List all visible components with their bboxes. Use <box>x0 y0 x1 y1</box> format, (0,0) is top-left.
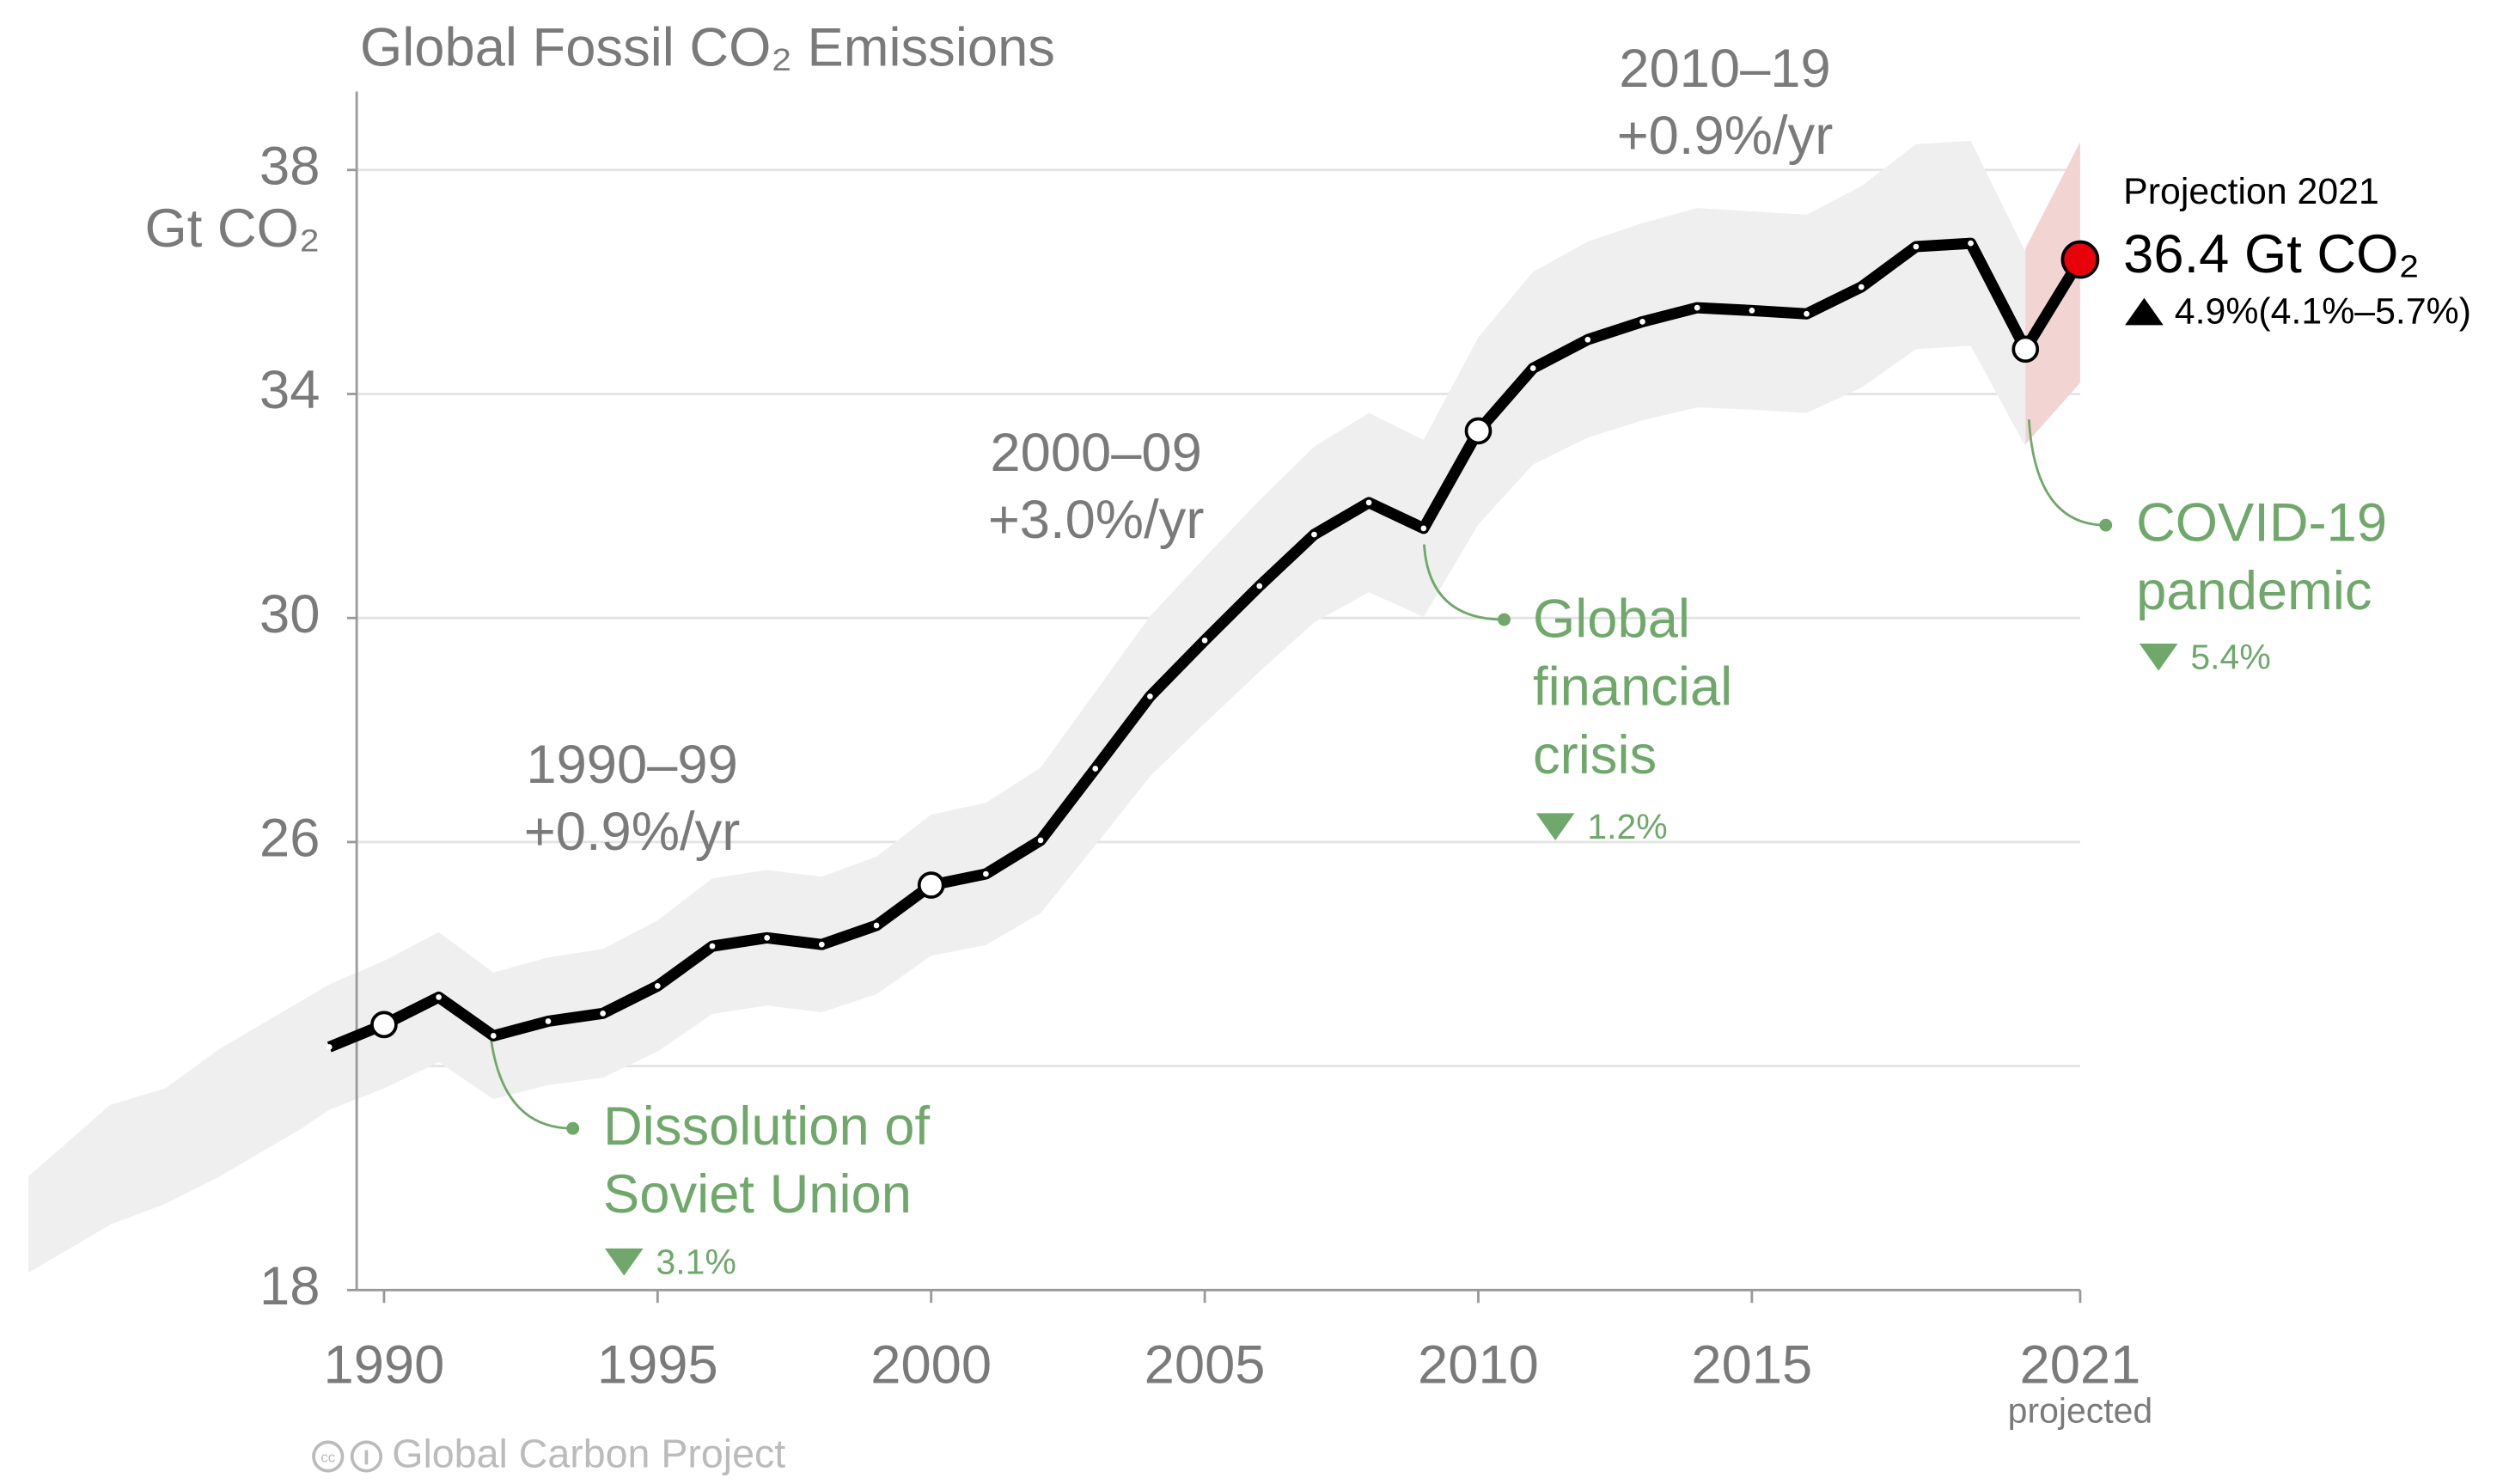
data-point <box>1420 525 1427 532</box>
data-point <box>1804 310 1810 317</box>
x-tick-label: 2005 <box>1145 1334 1266 1395</box>
projection-band <box>2025 142 2080 445</box>
x-tick-label: 2000 <box>870 1334 992 1395</box>
data-point <box>2060 240 2100 279</box>
data-point <box>654 983 661 989</box>
data-point <box>436 994 442 1000</box>
period-label: 2010–19 <box>1619 39 1830 99</box>
event-leader <box>2027 419 2106 527</box>
projection-change: 4.9%(4.1%–5.7%) <box>2175 291 2471 333</box>
projection-heading: Projection 2021 <box>2123 171 2379 212</box>
up-triangle <box>2125 297 2164 326</box>
data-point <box>1092 766 1099 772</box>
y-tick-label: 30 <box>259 584 320 644</box>
data-point <box>1311 531 1317 538</box>
data-point <box>818 941 825 948</box>
event-label: pandemic <box>2136 561 2372 621</box>
x-tick-note: projected <box>2008 1391 2152 1431</box>
y-tick-label: 34 <box>259 360 320 420</box>
data-point <box>490 1033 497 1039</box>
event-change: 5.4% <box>2190 637 2270 676</box>
event-label: crisis <box>1533 725 1657 785</box>
uncertainty-band <box>28 140 2026 1273</box>
event-label: Dissolution of <box>603 1096 930 1157</box>
period-label: +0.9%/yr <box>1617 106 1834 166</box>
event-dot <box>566 1121 580 1135</box>
event-dot <box>1498 613 1511 626</box>
data-point <box>1256 583 1263 589</box>
y-axis-label: Gt CO₂ <box>145 198 320 259</box>
data-point <box>326 1044 333 1050</box>
event-leader <box>1423 544 1505 621</box>
data-point <box>1584 336 1591 343</box>
event-dot <box>2099 518 2113 532</box>
event-label: Global <box>1533 589 1690 649</box>
data-point <box>1639 319 1645 325</box>
chart-title: Global Fossil CO₂ Emissions <box>360 18 1055 78</box>
data-point <box>764 934 771 941</box>
data-point <box>2011 335 2040 363</box>
data-label: 36.4 Gt CO₂ <box>2123 224 2420 284</box>
period-label: +3.0%/yr <box>988 490 1205 550</box>
data-point <box>600 1010 606 1017</box>
data-point <box>370 1011 398 1039</box>
data-point <box>709 943 716 950</box>
source-logo: cc <box>312 1440 383 1473</box>
source: Global Carbon Project <box>392 1431 785 1475</box>
x-tick-label: 1995 <box>597 1334 718 1395</box>
data-point <box>1201 637 1208 644</box>
event-leader <box>490 1040 573 1130</box>
x-tick-label: 2015 <box>1691 1334 1812 1395</box>
event-triangle <box>1535 813 1575 841</box>
data-point <box>917 871 945 899</box>
event-change: 1.2% <box>1587 807 1667 846</box>
event-triangle <box>2139 643 2178 671</box>
y-tick-label: 18 <box>259 1256 320 1316</box>
y-tick-label: 26 <box>259 809 320 869</box>
period-label: +0.9%/yr <box>524 802 741 862</box>
data-point <box>1968 240 1974 247</box>
data-point <box>873 922 880 929</box>
data-point <box>1464 417 1493 445</box>
data-point <box>1858 284 1865 290</box>
x-tick-label: 2010 <box>1418 1334 1539 1395</box>
data-point <box>983 870 989 877</box>
y-tick-label: 38 <box>259 136 320 196</box>
data-point <box>1037 837 1044 844</box>
data-point <box>1529 365 1536 371</box>
event-triangle <box>604 1248 644 1276</box>
x-tick-label: 1990 <box>324 1334 445 1395</box>
data-point <box>1147 693 1153 699</box>
event-label: financial <box>1533 657 1732 718</box>
period-label: 2000–09 <box>990 423 1201 483</box>
data-point <box>545 1018 552 1024</box>
event-label: COVID-19 <box>2136 493 2387 553</box>
x-tick-label: 2021 <box>2020 1334 2141 1395</box>
svg-text:cc: cc <box>320 1449 335 1465</box>
event-label: Soviet Union <box>603 1164 912 1224</box>
data-point <box>1694 304 1700 311</box>
event-change: 3.1% <box>656 1242 736 1281</box>
data-point <box>1749 307 1755 314</box>
data-point <box>1913 243 1920 250</box>
period-label: 1990–99 <box>526 735 737 795</box>
data-point <box>1365 499 1372 506</box>
